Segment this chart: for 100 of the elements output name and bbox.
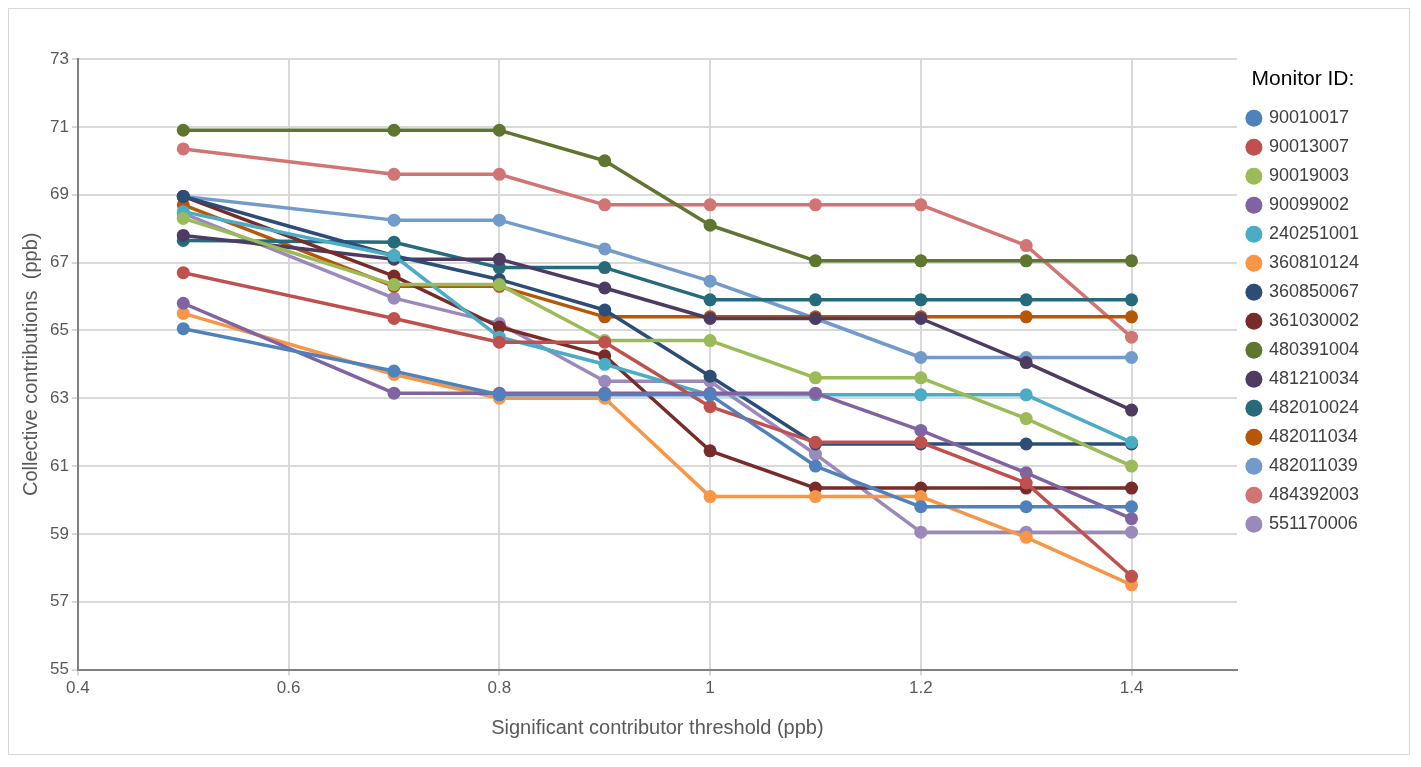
legend-label: 90013007	[1268, 136, 1349, 157]
legend-label: 481210034	[1268, 368, 1360, 389]
legend-label: 90010017	[1268, 107, 1349, 128]
y-tick-label: 65	[49, 320, 69, 340]
point	[387, 291, 401, 305]
legend-label: 360850067	[1268, 281, 1360, 302]
point	[1019, 293, 1033, 307]
legend-label: 482011034	[1268, 426, 1358, 447]
point	[598, 154, 612, 168]
point	[1125, 330, 1139, 344]
point	[1019, 239, 1033, 253]
point	[598, 303, 612, 317]
point	[1019, 254, 1033, 268]
point	[176, 266, 190, 280]
point	[1125, 254, 1139, 268]
y-tick-label: 67	[49, 252, 69, 272]
point	[387, 123, 401, 137]
point	[492, 252, 506, 266]
point	[1019, 388, 1033, 402]
point	[808, 490, 822, 504]
point	[387, 386, 401, 400]
point	[1019, 310, 1033, 324]
point	[176, 322, 190, 336]
point	[492, 167, 506, 181]
point	[1125, 481, 1139, 495]
y-tick-label: 61	[49, 455, 69, 475]
point	[387, 167, 401, 181]
point	[598, 198, 612, 212]
point	[598, 281, 612, 295]
point	[703, 198, 717, 212]
point	[492, 213, 506, 227]
point	[1125, 293, 1139, 307]
point	[1125, 512, 1139, 526]
point	[703, 334, 717, 348]
point	[1125, 310, 1139, 324]
point	[598, 374, 612, 388]
point	[703, 444, 717, 458]
legend-label: 484392003	[1268, 484, 1360, 505]
point	[703, 490, 717, 504]
point	[1019, 437, 1033, 451]
point	[703, 400, 717, 414]
point	[176, 211, 190, 225]
y-axis-title: Collective contributions (ppb)	[18, 232, 41, 497]
point	[1019, 356, 1033, 370]
point	[808, 459, 822, 473]
y-tick-label: 69	[49, 184, 69, 204]
point	[914, 388, 928, 402]
point	[387, 312, 401, 326]
legend-label: 360810124	[1268, 252, 1360, 273]
point	[387, 213, 401, 227]
point	[703, 274, 717, 288]
point	[176, 228, 190, 242]
legend-label: 482010024	[1268, 397, 1360, 418]
x-tick-label: 0.8	[487, 678, 512, 698]
point	[1125, 500, 1139, 514]
point	[492, 335, 506, 349]
point	[176, 123, 190, 137]
point	[1125, 459, 1139, 473]
point	[808, 198, 822, 212]
point	[1125, 351, 1139, 365]
point	[1019, 500, 1033, 514]
point	[1125, 403, 1139, 417]
legend-label: 482011039	[1268, 455, 1358, 476]
x-axis-title: Significant contributor threshold (ppb)	[491, 715, 824, 738]
y-tick-label: 55	[49, 659, 69, 679]
y-tick-label: 63	[49, 387, 69, 407]
legend-label: 361030002	[1268, 310, 1360, 331]
point	[914, 525, 928, 539]
y-tick-label: 57	[49, 591, 69, 611]
y-tick-label: 71	[49, 116, 69, 136]
x-tick-label: 1.4	[1119, 678, 1144, 698]
point	[598, 261, 612, 275]
point	[703, 218, 717, 232]
x-tick-label: 1.2	[908, 678, 933, 698]
point	[914, 198, 928, 212]
point	[914, 293, 928, 307]
x-tick-label: 0.6	[276, 678, 301, 698]
point	[1019, 476, 1033, 490]
point	[914, 254, 928, 268]
point	[492, 123, 506, 137]
point	[1125, 569, 1139, 583]
x-tick-label: 1	[705, 678, 715, 698]
legend-label: 551170006	[1268, 513, 1358, 534]
point	[598, 242, 612, 256]
y-tick-label: 59	[49, 523, 69, 543]
legend-label: 90099002	[1268, 194, 1349, 215]
point	[703, 369, 717, 383]
point	[176, 142, 190, 156]
point	[914, 351, 928, 365]
point	[808, 254, 822, 268]
point	[1019, 530, 1033, 544]
point	[914, 500, 928, 514]
x-tick-label: 0.4	[66, 678, 90, 698]
point	[914, 371, 928, 385]
legend-label: 90019003	[1268, 165, 1349, 186]
legend-label: 240251001	[1268, 223, 1360, 244]
point	[387, 235, 401, 249]
point	[176, 296, 190, 310]
point	[703, 293, 717, 307]
point	[808, 371, 822, 385]
